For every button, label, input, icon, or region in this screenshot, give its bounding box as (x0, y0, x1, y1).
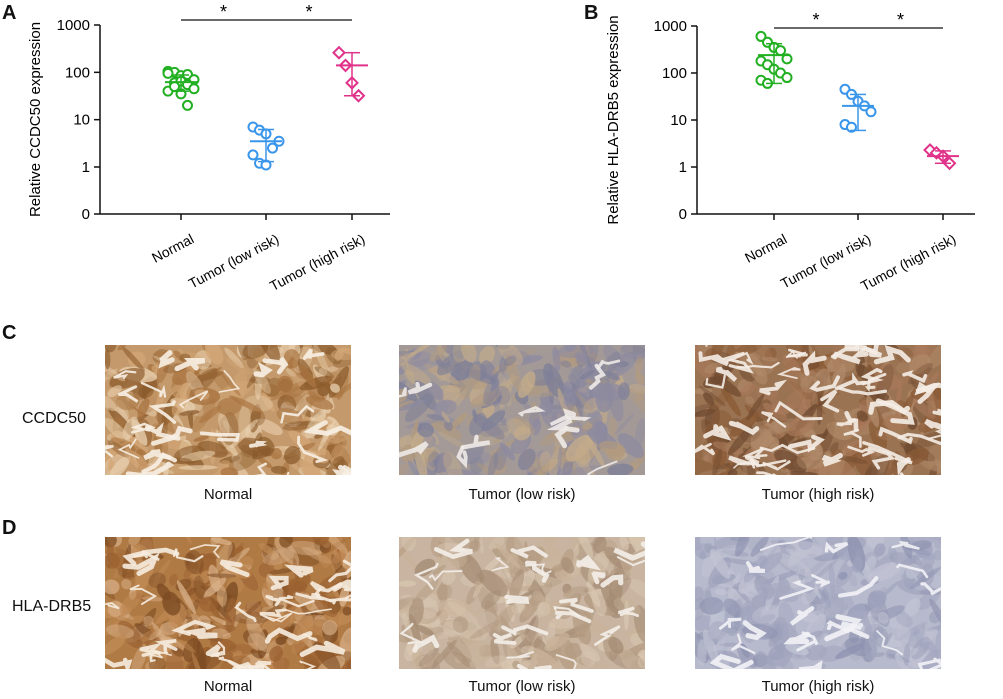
caption-d-high-risk: Tumor (high risk) (761, 678, 875, 695)
x-tick-label: Tumor (low risk) (186, 231, 282, 292)
data-point (846, 121, 857, 133)
y-tick-label: 1 (679, 159, 687, 176)
ihc-image-ccdc50-low-risk (399, 345, 645, 475)
x-tick-label: Normal (149, 231, 196, 266)
y-tick-label: 100 (65, 64, 90, 81)
y-tick-label: 0 (82, 206, 90, 223)
caption-c-normal: Normal (203, 486, 253, 503)
panel-label-b: B (584, 2, 599, 24)
data-point (247, 149, 259, 161)
data-point (267, 142, 278, 154)
data-point (188, 83, 200, 95)
y-axis-title: Relative CCDC50 expression (27, 22, 44, 217)
panel-label-d: D (2, 517, 17, 539)
ihc-image-ccdc50-normal (105, 345, 351, 475)
data-point (865, 106, 877, 118)
significance-star: * (812, 10, 819, 30)
caption-d-low-risk: Tumor (low risk) (468, 678, 576, 695)
ihc-image-hladrb5-normal (105, 537, 351, 669)
data-point (781, 72, 793, 84)
data-point (755, 30, 767, 42)
y-tick-label: 100 (662, 65, 687, 82)
y-tick-label: 10 (670, 112, 687, 129)
row-label-hladrb5: HLA-DRB5 (12, 598, 92, 615)
y-tick-label: 10 (73, 112, 90, 129)
ihc-image-hladrb5-high-risk (695, 537, 941, 669)
x-tick-label: Tumor (high risk) (267, 231, 367, 295)
panel-label-a: A (2, 2, 17, 24)
y-axis-title: Relative HLA-DRB5 expression (605, 15, 622, 224)
data-point (162, 67, 174, 79)
data-point (332, 45, 346, 60)
y-tick-label: 1000 (654, 18, 687, 35)
row-label-ccdc50: CCDC50 (22, 410, 87, 427)
data-point (775, 45, 786, 57)
caption-c-low-risk: Tumor (low risk) (468, 486, 576, 503)
x-tick-label: Tumor (high risk) (858, 231, 958, 295)
y-tick-label: 1 (82, 159, 90, 176)
ihc-image-ccdc50-high-risk (695, 345, 941, 475)
ihc-image-hladrb5-low-risk (399, 537, 645, 669)
caption-c-high-risk: Tumor (high risk) (761, 486, 875, 503)
y-tick-label: 0 (679, 206, 687, 223)
panel-label-c: C (2, 322, 17, 344)
significance-star: * (220, 2, 227, 22)
significance-star: * (897, 10, 904, 30)
x-tick-label: Normal (742, 231, 789, 266)
data-point (182, 99, 193, 111)
significance-star: * (305, 2, 312, 22)
y-tick-label: 1000 (57, 17, 90, 34)
caption-d-normal: Normal (203, 678, 253, 695)
